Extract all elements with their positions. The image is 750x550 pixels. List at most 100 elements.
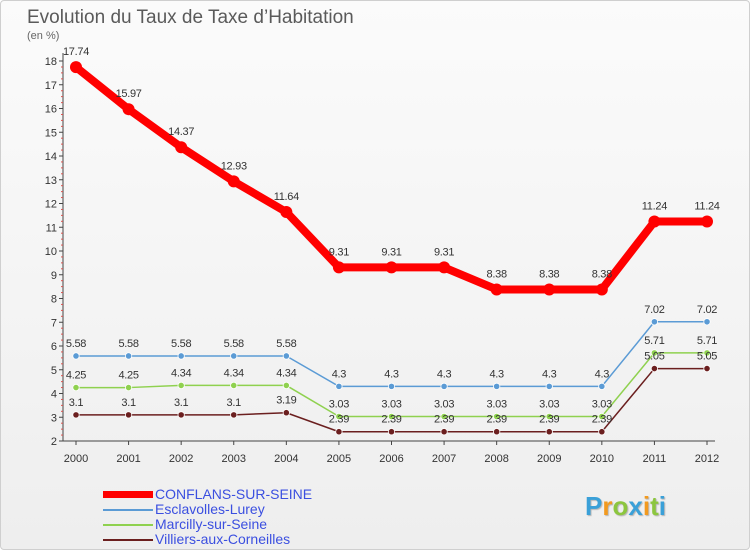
data-point bbox=[650, 364, 659, 373]
data-label: 8.38 bbox=[487, 268, 507, 280]
data-label: 12.93 bbox=[221, 160, 247, 172]
data-point bbox=[72, 352, 80, 360]
y-tick-label: 14 bbox=[45, 151, 57, 163]
y-tick-label: 15 bbox=[45, 127, 57, 139]
data-point bbox=[650, 349, 659, 357]
x-tick-label: 2003 bbox=[222, 453, 246, 465]
data-label: 3.1 bbox=[121, 397, 136, 409]
legend-label-marcilly: Marcilly-sur-Seine bbox=[155, 516, 268, 532]
data-label: 3.1 bbox=[174, 397, 189, 409]
data-point bbox=[598, 382, 606, 390]
data-label: 5.58 bbox=[224, 338, 244, 350]
logo-letter: x bbox=[628, 491, 643, 521]
x-tick-label: 2007 bbox=[432, 453, 456, 465]
x-tick-label: 2005 bbox=[327, 453, 351, 465]
data-point bbox=[545, 412, 553, 421]
data-label: 7.02 bbox=[644, 304, 664, 316]
data-point bbox=[332, 261, 345, 274]
data-label: 8.38 bbox=[539, 268, 559, 280]
data-label: 4.3 bbox=[489, 368, 504, 380]
y-tick-label: 4 bbox=[51, 389, 57, 401]
x-tick-label: 2001 bbox=[116, 453, 140, 465]
data-label: 5.58 bbox=[118, 338, 138, 350]
data-label: 5.58 bbox=[66, 338, 86, 350]
data-point bbox=[124, 352, 133, 360]
legend-swatch-villiers bbox=[103, 539, 153, 541]
data-label: 2.39 bbox=[381, 414, 401, 426]
data-point bbox=[72, 383, 80, 392]
data-point bbox=[438, 261, 451, 274]
legend-swatch-esclavolles bbox=[103, 509, 153, 511]
data-label: 3.03 bbox=[539, 399, 559, 411]
logo-letter: o bbox=[612, 491, 629, 521]
logo-letter: i bbox=[658, 491, 666, 521]
data-point bbox=[387, 382, 396, 390]
data-label: 4.3 bbox=[384, 368, 399, 380]
legend-swatch-conflans bbox=[103, 491, 153, 498]
legend-label-conflans: CONFLANS-SUR-SEINE bbox=[155, 486, 313, 502]
data-label: 4.3 bbox=[595, 368, 610, 380]
y-tick-label: 6 bbox=[51, 341, 57, 353]
data-point bbox=[70, 61, 82, 74]
y-tick-label: 13 bbox=[45, 175, 57, 187]
data-label: 8.38 bbox=[592, 268, 612, 280]
data-point bbox=[175, 141, 188, 154]
y-tick-label: 18 bbox=[45, 56, 57, 68]
data-label: 4.34 bbox=[276, 367, 296, 379]
y-tick-label: 12 bbox=[45, 199, 57, 211]
data-point bbox=[335, 412, 343, 421]
data-label: 4.25 bbox=[66, 370, 86, 382]
data-label: 5.71 bbox=[644, 335, 664, 347]
data-label: 4.3 bbox=[542, 368, 557, 380]
logo-letter: r bbox=[602, 491, 613, 521]
data-label: 4.34 bbox=[171, 367, 191, 379]
data-point bbox=[230, 352, 238, 360]
legend-label-villiers: Villiers-aux-Corneilles bbox=[155, 531, 291, 547]
data-point bbox=[440, 428, 448, 436]
data-point bbox=[543, 283, 556, 296]
data-label: 4.25 bbox=[118, 370, 138, 382]
data-point bbox=[177, 381, 185, 390]
data-point bbox=[595, 283, 608, 296]
logo-letter: i bbox=[642, 491, 651, 521]
data-point bbox=[545, 382, 553, 390]
x-tick-label: 2000 bbox=[64, 453, 88, 465]
y-tick-label: 2 bbox=[51, 436, 57, 448]
data-label: 11.64 bbox=[274, 191, 299, 203]
data-label: 4.3 bbox=[437, 368, 452, 380]
data-point bbox=[648, 215, 661, 228]
x-tick-label: 2012 bbox=[695, 453, 719, 465]
legend-label-esclavolles: Esclavolles-Lurey bbox=[155, 501, 265, 517]
y-tick-label: 10 bbox=[45, 246, 57, 258]
logo-letter: P bbox=[585, 491, 603, 521]
data-label: 2.39 bbox=[434, 414, 454, 426]
data-point bbox=[230, 411, 238, 419]
data-label: 3.03 bbox=[381, 399, 401, 411]
x-tick-label: 2004 bbox=[274, 453, 298, 465]
data-point bbox=[177, 411, 185, 419]
y-tick-label: 7 bbox=[51, 317, 57, 329]
data-point bbox=[703, 318, 711, 326]
data-label: 2.39 bbox=[592, 414, 612, 426]
data-point bbox=[124, 411, 133, 419]
data-point bbox=[230, 381, 238, 390]
data-point bbox=[703, 349, 711, 357]
data-label: 3.03 bbox=[329, 399, 349, 411]
y-tick-label: 8 bbox=[51, 294, 57, 306]
data-label: 2.39 bbox=[329, 414, 349, 426]
y-tick-label: 16 bbox=[45, 104, 57, 116]
y-tick-label: 3 bbox=[51, 412, 57, 424]
data-label: 17.74 bbox=[63, 46, 89, 58]
data-label: 3.03 bbox=[434, 399, 454, 411]
data-point bbox=[650, 318, 659, 326]
x-tick-label: 2002 bbox=[169, 453, 193, 465]
data-point bbox=[335, 382, 343, 390]
x-tick-label: 2009 bbox=[537, 453, 561, 465]
data-point bbox=[387, 428, 396, 436]
data-label: 3.19 bbox=[276, 395, 296, 407]
chart-title: Evolution du Taux de Taxe d’Habitation bbox=[27, 7, 354, 28]
x-tick-label: 2010 bbox=[590, 453, 614, 465]
proxiti-logo: Proxiti bbox=[585, 491, 666, 522]
y-tick-label: 17 bbox=[45, 80, 57, 92]
x-tick-label: 2008 bbox=[484, 453, 508, 465]
